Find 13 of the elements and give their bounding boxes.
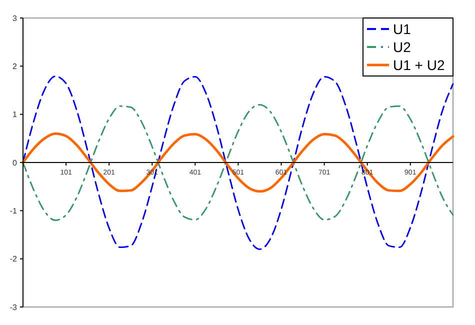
y-tick-label: 1 bbox=[12, 110, 18, 120]
line-series bbox=[22, 104, 454, 222]
legend-label: U2 bbox=[393, 39, 412, 55]
y-tick-label: -3 bbox=[10, 302, 18, 312]
y-tick-label: -1 bbox=[10, 206, 18, 216]
legend-label: U1 bbox=[393, 21, 412, 37]
y-tick-label: 2 bbox=[12, 62, 18, 71]
y-tick-label: 0 bbox=[12, 158, 18, 168]
legend-label: U1 + U2 bbox=[393, 57, 445, 73]
y-tick-label: 3 bbox=[12, 14, 18, 23]
line-series bbox=[22, 132, 454, 193]
line-series bbox=[22, 76, 454, 250]
y-tick-label: -2 bbox=[10, 254, 18, 264]
